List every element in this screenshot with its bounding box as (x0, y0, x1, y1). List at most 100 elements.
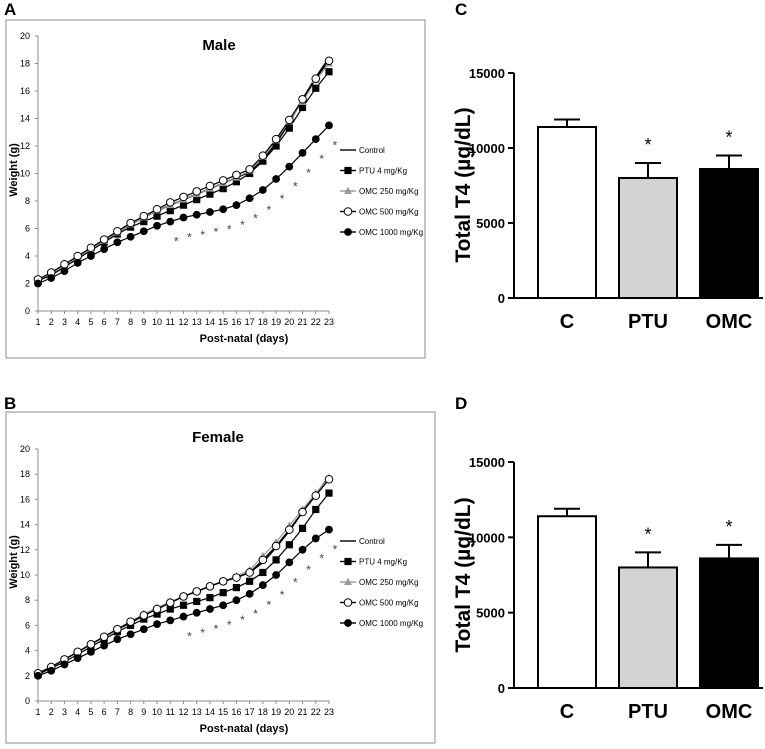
data-point-omc-1000-mg-kg (100, 641, 109, 650)
data-point-omc-500-mg-kg (271, 541, 281, 551)
t4-bar-chart-lower: Total T4 (µg/dL) 0 5000 10000 15000 C PTU * OMC… (452, 455, 763, 723)
data-point-omc-500-mg-kg (218, 176, 228, 185)
data-point-omc-1000-mg-kg (298, 545, 307, 554)
female-weight-chart: Female Post-natal (days) Weight (g) 0 2 4 6… (5, 411, 436, 744)
x-tick-label: 23 (324, 317, 334, 327)
data-point-omc-500-mg-kg (86, 243, 96, 253)
x-tick-label: 17 (245, 707, 255, 717)
data-point-omc-500-mg-kg (152, 204, 162, 214)
data-point-omc-500-mg-kg (139, 611, 149, 620)
data-point-ptu-4-mg-kg (259, 568, 267, 577)
data-point-omc-1000-mg-kg (113, 238, 122, 247)
data-point-omc-1000-mg-kg (113, 635, 122, 644)
x-tick-label: 12 (178, 707, 188, 717)
data-point-omc-1000-mg-kg (34, 279, 42, 288)
significance-asterisk: * (306, 166, 311, 180)
x-category-label: C (560, 311, 574, 333)
data-point-omc-500-mg-kg (179, 592, 188, 601)
legend-label: OMC 1000 mg/Kg (359, 228, 423, 237)
data-point-omc-500-mg-kg (298, 507, 307, 517)
data-point-omc-500-mg-kg (99, 235, 109, 244)
data-point-ptu-4-mg-kg (325, 489, 333, 497)
data-point-omc-1000-mg-kg (298, 148, 307, 157)
male-weight-chart: Male Post-natal (days) Weight (g) 0 2 4 6 8 1… (5, 19, 426, 359)
data-point-omc-500-mg-kg (311, 491, 321, 500)
x-tick-label: 17 (245, 317, 255, 327)
data-point-omc-500-mg-kg (165, 198, 175, 207)
data-point-omc-500-mg-kg (113, 226, 122, 236)
data-point-omc-500-mg-kg (271, 134, 281, 144)
y-tick-label: 12 (20, 141, 30, 151)
x-tick-label: 2 (49, 317, 54, 327)
data-point-omc-1000-mg-kg (73, 654, 82, 663)
x-tick-label: 18 (258, 317, 268, 327)
data-point-ptu-4-mg-kg (232, 584, 241, 592)
y-tick-label: 0 (498, 681, 505, 696)
significance-asterisk: * (187, 231, 192, 245)
data-point-omc-1000-mg-kg (219, 601, 228, 610)
data-point-omc-500-mg-kg (205, 582, 215, 591)
x-tick-label: 12 (178, 317, 188, 327)
data-point-omc-500-mg-kg (324, 474, 334, 484)
y-tick-label: 20 (20, 31, 30, 41)
data-point-omc-500-mg-kg (311, 74, 321, 83)
data-point-ptu-4-mg-kg (325, 68, 333, 76)
significance-asterisk: * (227, 618, 232, 632)
x-tick-label: 14 (205, 707, 215, 717)
legend-label: OMC 500 mg/Kg (359, 599, 419, 608)
data-point-omc-1000-mg-kg (206, 208, 214, 216)
x-tick-label: 5 (88, 707, 93, 717)
t4-bar-chart-upper: Total T4 (µg/dL) 0 5000 10000 15000 C PTU * OMC… (452, 66, 763, 333)
data-point-omc-1000-mg-kg (258, 581, 267, 589)
data-point-omc-500-mg-kg (126, 617, 135, 626)
y-tick-label: 10000 (469, 530, 505, 545)
data-point-omc-1000-mg-kg (311, 534, 320, 543)
data-point-ptu-4-mg-kg (285, 541, 293, 549)
x-tick-label: 14 (205, 317, 215, 327)
significance-asterisk: * (174, 235, 179, 249)
data-point-omc-500-mg-kg (324, 56, 334, 66)
significance-asterisk: * (306, 563, 311, 577)
data-point-omc-1000-mg-kg (126, 232, 135, 241)
data-point-omc-500-mg-kg (86, 640, 96, 649)
legend-marker-omc-1000-mg-kg (344, 619, 352, 627)
data-point-ptu-4-mg-kg (140, 218, 148, 226)
data-point-omc-500-mg-kg (218, 577, 228, 586)
bar-omc (699, 168, 759, 299)
data-point-ptu-4-mg-kg (206, 594, 214, 602)
significance-asterisk: * (187, 630, 192, 644)
x-tick-label: 20 (284, 317, 294, 327)
y-tick-label: 10 (20, 570, 30, 580)
y-tick-label: 2 (25, 279, 30, 289)
bar-c (537, 515, 597, 689)
x-category-label: PTU (628, 701, 668, 723)
x-tick-label: 15 (218, 707, 228, 717)
data-point-omc-500-mg-kg (245, 165, 254, 174)
data-point-omc-500-mg-kg (99, 632, 109, 642)
y-tick-label: 5000 (476, 606, 505, 621)
significance-asterisk: * (200, 626, 205, 640)
y-tick-label: 8 (25, 196, 30, 206)
significance-asterisk: * (280, 192, 285, 206)
y-tick-label: 5000 (476, 216, 505, 231)
data-point-omc-1000-mg-kg (311, 135, 320, 144)
panel-letter-d: D (455, 394, 467, 413)
significance-asterisk: * (293, 180, 298, 194)
data-point-omc-500-mg-kg (192, 187, 202, 196)
data-point-omc-1000-mg-kg (47, 666, 56, 675)
significance-asterisk: * (214, 225, 219, 239)
data-point-omc-1000-mg-kg (153, 620, 161, 629)
x-tick-label: 11 (166, 707, 175, 717)
data-point-omc-500-mg-kg (113, 624, 122, 634)
data-point-ptu-4-mg-kg (193, 597, 201, 606)
x-axis-title: Post-natal (days) (200, 723, 289, 735)
data-point-omc-500-mg-kg (152, 604, 162, 614)
data-point-ptu-4-mg-kg (298, 524, 307, 532)
bar-omc (699, 557, 759, 690)
data-point-ptu-4-mg-kg (166, 605, 174, 613)
y-tick-label: 0 (25, 306, 30, 316)
x-axis-title: Post-natal (days) (200, 333, 289, 345)
data-point-omc-500-mg-kg (285, 115, 294, 125)
legend-marker-omc-250-mg-kg (344, 577, 352, 585)
data-point-omc-1000-mg-kg (232, 201, 241, 210)
